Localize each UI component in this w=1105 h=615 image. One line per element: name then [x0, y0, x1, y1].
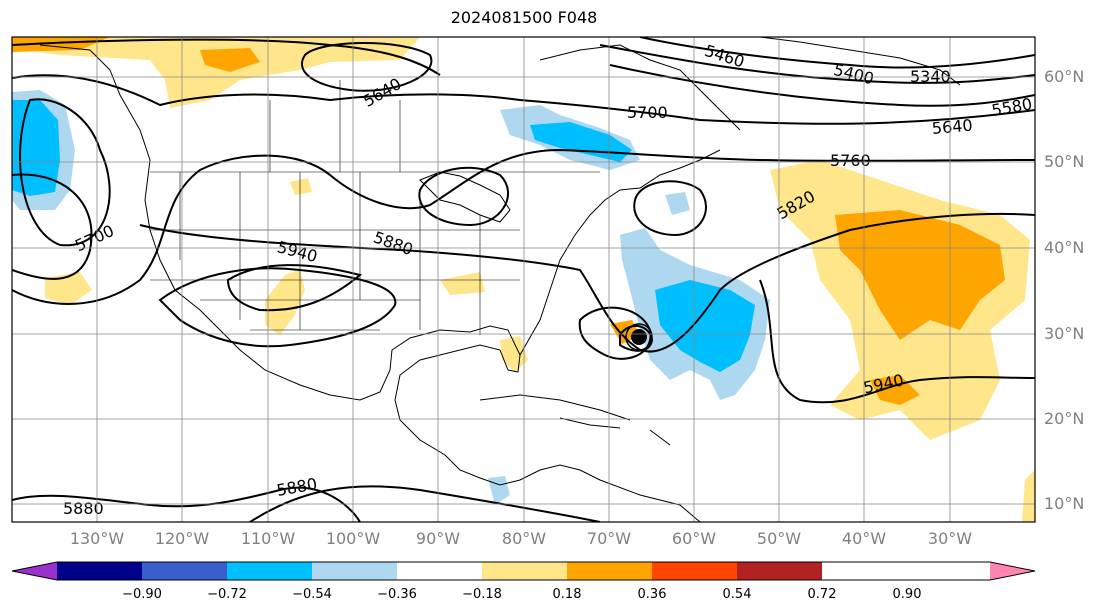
colorbar-segment [567, 562, 652, 580]
graticule [12, 37, 1035, 522]
colorbar-segment [227, 562, 312, 580]
colorbar-tick-label: −0.18 [462, 587, 502, 602]
colorbar-segment [652, 562, 737, 580]
map-title: 2024081500 F048 [450, 8, 598, 27]
colorbar-min-extension [12, 562, 57, 580]
contour-label: 5760 [830, 151, 871, 170]
lat-label: 20°N [1044, 409, 1085, 428]
lon-label: 110°W [240, 529, 296, 548]
lon-label: 30°W [927, 529, 973, 548]
colorbar-segment [312, 562, 397, 580]
colorbar-segment [57, 562, 142, 580]
lon-label: 80°W [501, 529, 547, 548]
colorbar-segment [737, 562, 822, 580]
colorbar-tick-label: 0.72 [807, 587, 837, 602]
lon-label: 60°W [671, 529, 717, 548]
lon-label: 50°W [756, 529, 802, 548]
colorbar-tick-label: −0.36 [377, 587, 417, 602]
lat-label: 60°N [1044, 67, 1085, 86]
political-borders [150, 80, 600, 335]
lon-label: 100°W [325, 529, 381, 548]
lon-label: 120°W [154, 529, 210, 548]
lat-label: 10°N [1044, 494, 1085, 513]
height-contours [12, 37, 1035, 522]
colorbar [11, 561, 1036, 581]
colorbar-segment [397, 562, 482, 580]
colorbar-tick-label: 0.36 [637, 587, 667, 602]
colorbar-tick-label: 0.18 [552, 587, 582, 602]
contour-label: 5340 [910, 67, 951, 86]
colorbar-tick-label: 0.90 [892, 587, 922, 602]
map-frame [11, 36, 1036, 523]
colorbar-tick-label: −0.54 [292, 587, 332, 602]
contour-label: 5880 [63, 499, 104, 518]
contour-label: 5700 [627, 103, 668, 122]
colorbar-max-extension [990, 562, 1035, 580]
colorbar-segment [142, 562, 227, 580]
anomaly-shading [12, 37, 1035, 522]
lon-label: 40°W [841, 529, 887, 548]
lon-label: 130°W [69, 529, 125, 548]
lon-label: 70°W [586, 529, 632, 548]
contour-label: 5640 [931, 115, 973, 137]
lat-label: 50°N [1044, 152, 1085, 171]
storm-center-icon [631, 329, 647, 345]
lat-label: 40°N [1044, 238, 1085, 257]
lat-label: 30°N [1044, 324, 1085, 343]
colorbar-tick-label: −0.72 [207, 587, 247, 602]
colorbar-segment [482, 562, 567, 580]
coastlines [39, 37, 961, 522]
colorbar-tick-label: 0.54 [722, 587, 752, 602]
lon-label: 90°W [415, 529, 461, 548]
colorbar-tick-label: −0.90 [122, 587, 162, 602]
